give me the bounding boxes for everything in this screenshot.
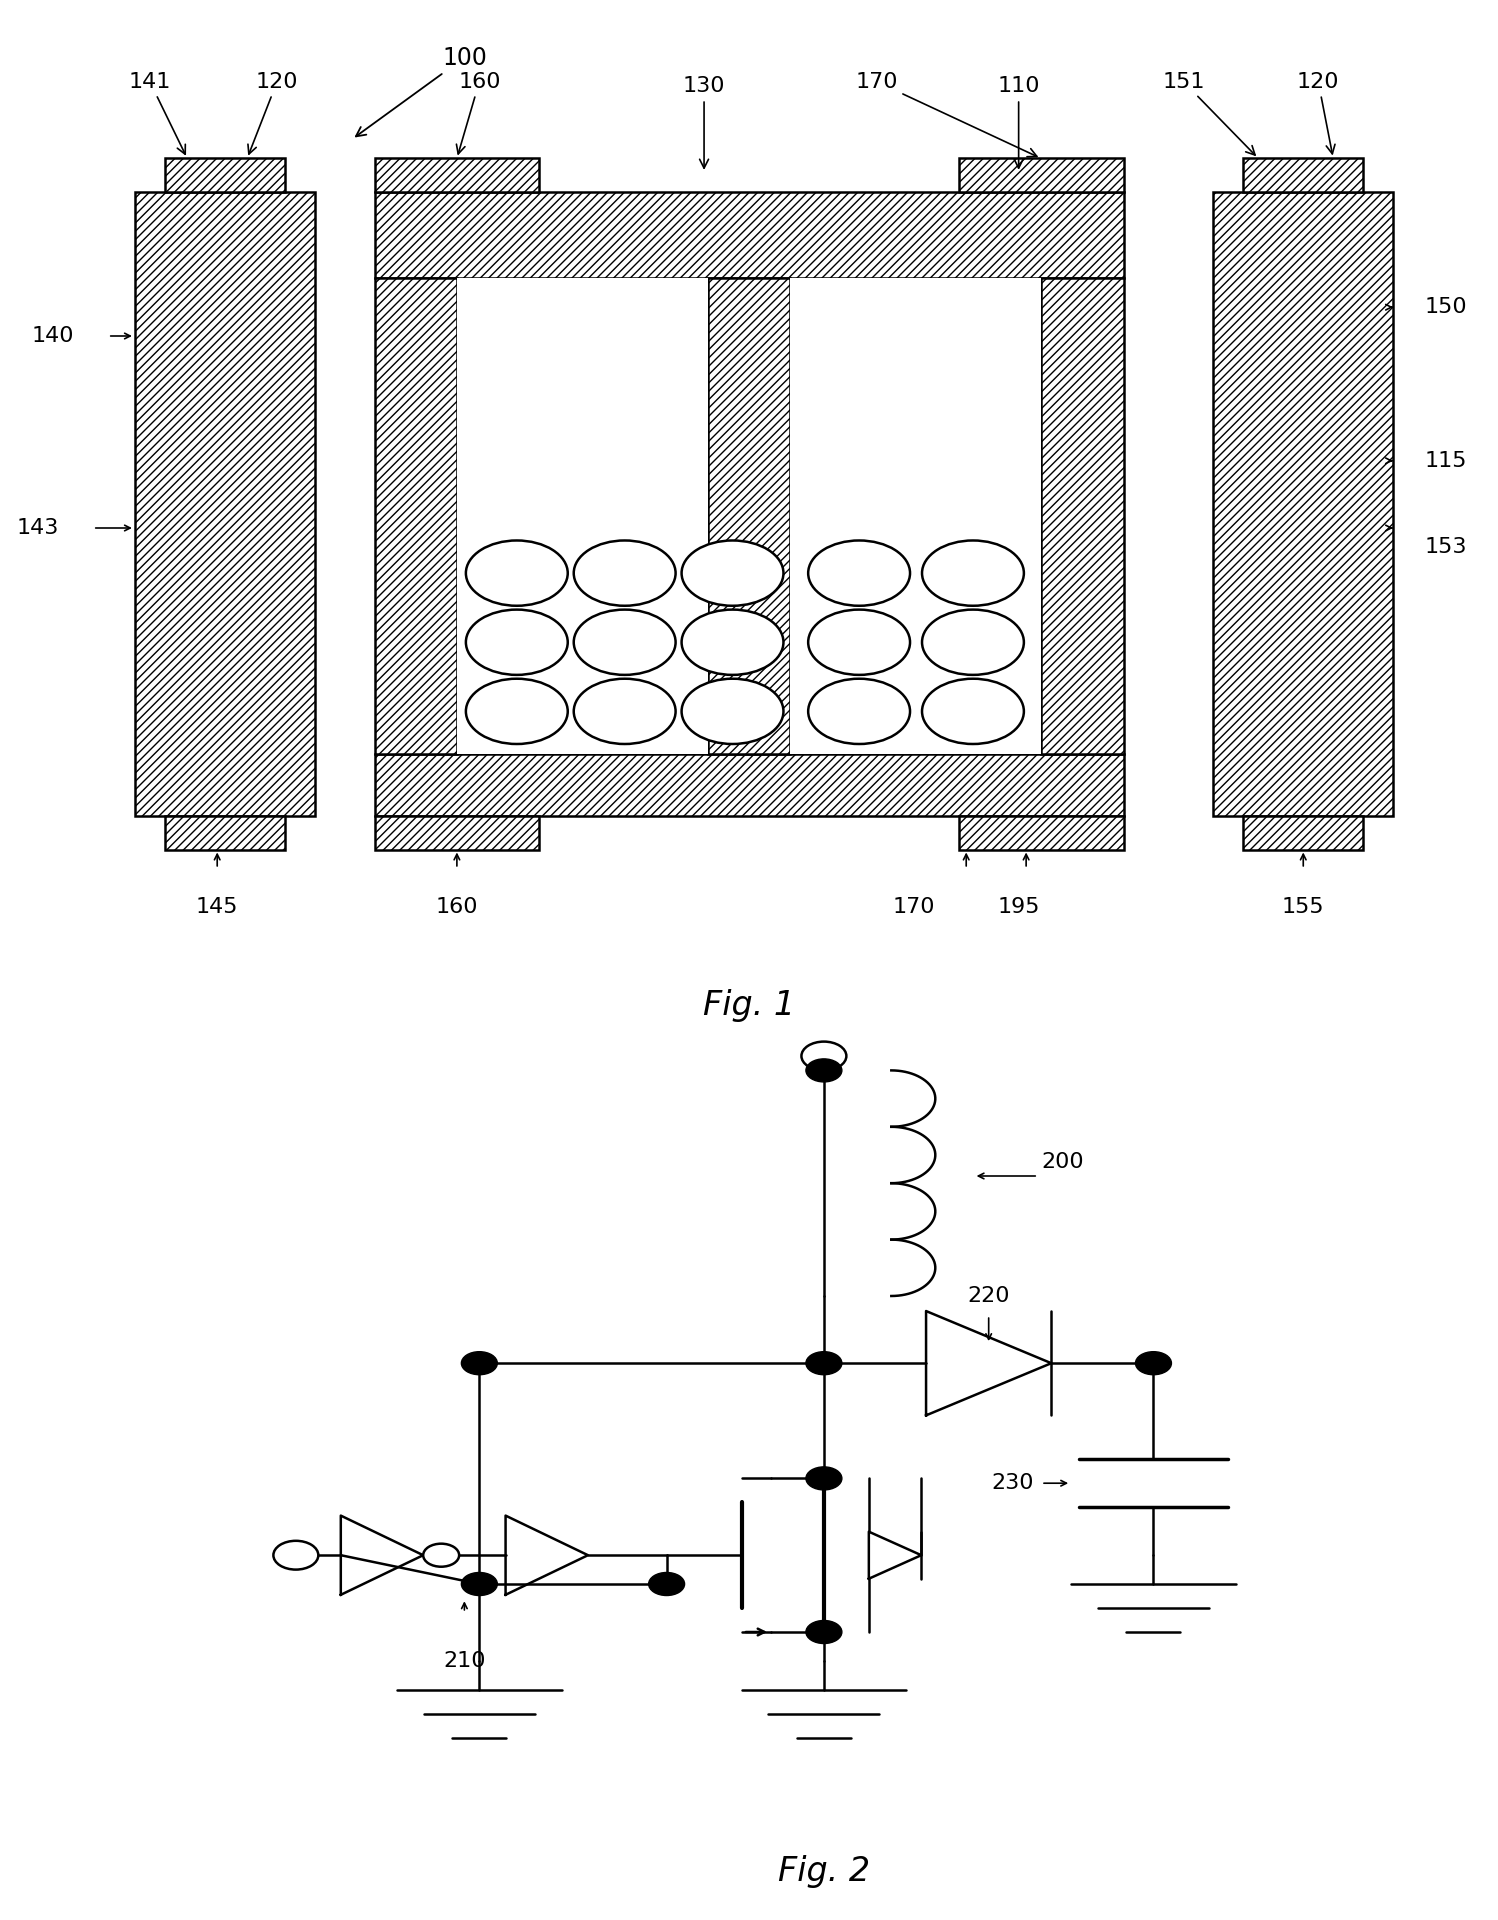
Text: 170: 170 <box>893 897 935 918</box>
Bar <box>457 278 707 753</box>
Bar <box>959 816 1124 849</box>
Bar <box>374 816 539 849</box>
Circle shape <box>682 540 783 607</box>
Bar <box>1243 159 1363 192</box>
Text: 115: 115 <box>1425 451 1467 470</box>
Text: Fig. 1: Fig. 1 <box>703 989 795 1021</box>
Circle shape <box>274 1540 319 1571</box>
Circle shape <box>574 611 676 676</box>
Text: 210: 210 <box>443 1651 485 1670</box>
Bar <box>959 159 1124 192</box>
Circle shape <box>466 611 568 676</box>
Circle shape <box>921 540 1023 607</box>
Circle shape <box>461 1352 497 1375</box>
Text: 160: 160 <box>457 71 500 154</box>
Circle shape <box>806 1620 842 1644</box>
Text: 155: 155 <box>1282 897 1324 918</box>
Circle shape <box>806 1352 842 1375</box>
Text: 141: 141 <box>129 71 186 154</box>
Bar <box>1041 278 1124 753</box>
Text: 145: 145 <box>196 897 238 918</box>
Bar <box>135 192 315 816</box>
Circle shape <box>807 611 909 676</box>
Bar <box>165 816 285 849</box>
Text: 100: 100 <box>357 46 487 136</box>
Text: 140: 140 <box>31 326 73 346</box>
Text: 150: 150 <box>1425 298 1467 317</box>
Text: 130: 130 <box>683 77 725 169</box>
Circle shape <box>1135 1352 1171 1375</box>
Circle shape <box>806 1060 842 1083</box>
Text: 151: 151 <box>1162 71 1255 156</box>
Text: 120: 120 <box>249 71 298 154</box>
Text: 230: 230 <box>992 1473 1034 1494</box>
Circle shape <box>807 540 909 607</box>
Text: 170: 170 <box>855 71 1037 157</box>
Bar <box>1213 192 1393 816</box>
Circle shape <box>807 680 909 745</box>
Circle shape <box>649 1572 685 1596</box>
Bar <box>374 278 457 753</box>
Text: 195: 195 <box>998 897 1040 918</box>
Text: 110: 110 <box>998 77 1040 169</box>
Circle shape <box>801 1041 846 1071</box>
Text: 200: 200 <box>1041 1152 1083 1171</box>
Circle shape <box>682 611 783 676</box>
Circle shape <box>682 680 783 745</box>
Circle shape <box>574 540 676 607</box>
Text: 160: 160 <box>436 897 478 918</box>
Circle shape <box>921 680 1023 745</box>
Circle shape <box>574 680 676 745</box>
Bar <box>1243 816 1363 849</box>
Text: 153: 153 <box>1425 538 1467 557</box>
Circle shape <box>466 680 568 745</box>
Bar <box>165 159 285 192</box>
Bar <box>374 192 1124 278</box>
Circle shape <box>424 1544 460 1567</box>
Text: 220: 220 <box>968 1286 1010 1306</box>
Text: Fig. 2: Fig. 2 <box>777 1855 870 1889</box>
Circle shape <box>466 540 568 607</box>
Bar <box>707 278 791 753</box>
Circle shape <box>461 1572 497 1596</box>
Bar <box>374 753 1124 816</box>
Text: 143: 143 <box>16 518 58 538</box>
Circle shape <box>806 1467 842 1490</box>
Text: 120: 120 <box>1297 71 1339 154</box>
Bar <box>374 159 539 192</box>
Circle shape <box>921 611 1023 676</box>
Bar <box>791 278 1041 753</box>
